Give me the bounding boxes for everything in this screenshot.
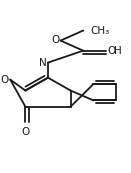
Text: N: N: [39, 58, 47, 68]
Text: O: O: [107, 46, 115, 56]
Text: CH₃: CH₃: [91, 26, 110, 35]
Text: O: O: [51, 35, 59, 45]
Text: H: H: [114, 46, 122, 56]
Text: O: O: [1, 75, 9, 85]
Text: O: O: [21, 127, 29, 137]
